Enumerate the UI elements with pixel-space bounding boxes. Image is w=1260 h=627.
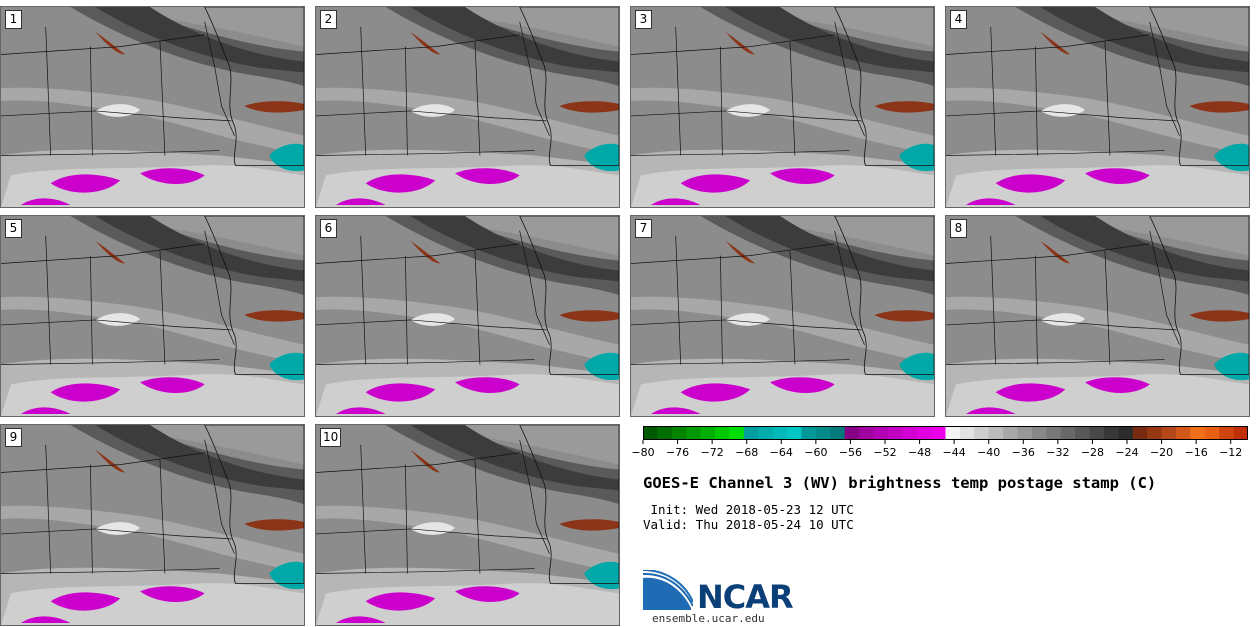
colorbar-segment xyxy=(1190,426,1206,440)
colorbar-tick-label: −60 xyxy=(804,446,828,459)
colorbar-segment xyxy=(1118,426,1134,440)
colorbar-segment xyxy=(1204,426,1220,440)
colorbar-segment xyxy=(988,426,1004,440)
postage-stamp-panel-8: 8 xyxy=(945,215,1250,417)
colorbar-tick-label: −64 xyxy=(769,446,793,459)
colorbar-segment xyxy=(787,426,802,440)
colorbar-segment xyxy=(1233,426,1248,440)
colorbar-segment xyxy=(931,426,946,440)
postage-stamp-panel-9: 9 xyxy=(0,424,305,626)
colorbar-segment xyxy=(1103,426,1119,440)
colorbar-segment xyxy=(974,426,990,440)
colorbar xyxy=(643,426,1248,440)
colorbar-tick-label: −72 xyxy=(700,446,724,459)
colorbar-tick-label: −76 xyxy=(665,446,690,459)
wv-map-1 xyxy=(1,7,304,207)
colorbar-tick-label: −44 xyxy=(942,446,966,459)
colorbar-segment xyxy=(1017,426,1033,440)
colorbar-segment xyxy=(1003,426,1019,440)
colorbar-segment xyxy=(1031,426,1047,440)
colorbar-segment xyxy=(887,426,903,440)
colorbar-segment xyxy=(643,426,658,440)
colorbar-tick-label: −52 xyxy=(873,446,897,459)
postage-stamp-panel-3: 3 xyxy=(630,6,935,208)
colorbar-segment xyxy=(1046,426,1062,440)
panel-label-1: 1 xyxy=(5,10,22,29)
colorbar-segment xyxy=(1161,426,1177,440)
colorbar-tick-label: −68 xyxy=(735,446,759,459)
ncar-logo-text: NCAR xyxy=(697,578,794,616)
colorbar-segment xyxy=(715,426,730,440)
colorbar-segment xyxy=(700,426,716,440)
colorbar-tick-label: −56 xyxy=(838,446,863,459)
wv-map-5 xyxy=(1,216,304,416)
ncar-logo-icon xyxy=(643,570,693,610)
panel-label-7: 7 xyxy=(635,219,652,238)
postage-stamp-panel-4: 4 xyxy=(945,6,1250,208)
panel-label-10: 10 xyxy=(320,428,342,447)
colorbar-segment xyxy=(686,426,702,440)
colorbar-tick-label: −80 xyxy=(631,446,655,459)
wv-map-7 xyxy=(631,216,934,416)
colorbar-segment xyxy=(859,426,874,440)
colorbar-tick-label: −12 xyxy=(1219,446,1243,459)
valid-time: Valid: Thu 2018-05-24 10 UTC xyxy=(643,517,854,532)
colorbar-segment xyxy=(1132,426,1148,440)
colorbar-tick-label: −36 xyxy=(1011,446,1035,459)
wv-map-4 xyxy=(946,7,1249,207)
colorbar-segment xyxy=(945,426,961,440)
colorbar-segment xyxy=(743,426,759,440)
logo-url: ensemble.ucar.edu xyxy=(652,612,765,625)
colorbar-segment xyxy=(844,426,860,440)
colorbar-tick-label: −32 xyxy=(1046,446,1070,459)
colorbar-segment xyxy=(1219,426,1235,440)
colorbar-segment xyxy=(772,426,788,440)
panel-label-5: 5 xyxy=(5,219,22,238)
panel-label-3: 3 xyxy=(635,10,652,29)
colorbar-segment xyxy=(830,426,846,440)
panel-label-8: 8 xyxy=(950,219,967,238)
colorbar-frame xyxy=(643,426,1248,440)
postage-stamp-panel-2: 2 xyxy=(315,6,620,208)
panel-label-4: 4 xyxy=(950,10,967,29)
postage-stamp-panel-6: 6 xyxy=(315,215,620,417)
colorbar-segment xyxy=(959,426,975,440)
colorbar-tick-label: −24 xyxy=(1115,446,1139,459)
postage-stamp-panel-1: 1 xyxy=(0,6,305,208)
chart-title: GOES-E Channel 3 (WV) brightness temp po… xyxy=(643,474,1157,492)
colorbar-segment xyxy=(671,426,687,440)
panel-label-6: 6 xyxy=(320,219,337,238)
colorbar-segment xyxy=(758,426,774,440)
colorbar-segment xyxy=(1060,426,1076,440)
colorbar-segment xyxy=(815,426,831,440)
wv-map-2 xyxy=(316,7,619,207)
colorbar-tick-label: −20 xyxy=(1149,446,1174,459)
wv-map-8 xyxy=(946,216,1249,416)
wv-map-9 xyxy=(1,425,304,625)
init-time: Init: Wed 2018-05-23 12 UTC xyxy=(643,502,854,517)
colorbar-segment xyxy=(1147,426,1163,440)
colorbar-tick-label: −48 xyxy=(907,446,932,459)
colorbar-segment xyxy=(801,426,817,440)
wv-map-3 xyxy=(631,7,934,207)
colorbar-segment xyxy=(657,426,673,440)
colorbar-tick-label: −40 xyxy=(977,446,1001,459)
colorbar-segment xyxy=(902,426,918,440)
colorbar-segment xyxy=(1089,426,1105,440)
panel-label-2: 2 xyxy=(320,10,337,29)
postage-stamp-panel-7: 7 xyxy=(630,215,935,417)
colorbar-tick-label: −28 xyxy=(1080,446,1105,459)
colorbar-segment xyxy=(1075,426,1091,440)
colorbar-tick-label: −16 xyxy=(1184,446,1208,459)
colorbar-segment xyxy=(916,426,932,440)
colorbar-segment xyxy=(1175,426,1191,440)
panel-label-9: 9 xyxy=(5,428,22,447)
wv-map-10 xyxy=(316,425,619,625)
postage-stamp-panel-5: 5 xyxy=(0,215,305,417)
colorbar-segment xyxy=(873,426,889,440)
colorbar-segment xyxy=(729,426,745,440)
postage-stamp-panel-10: 10 xyxy=(315,424,620,626)
wv-map-6 xyxy=(316,216,619,416)
